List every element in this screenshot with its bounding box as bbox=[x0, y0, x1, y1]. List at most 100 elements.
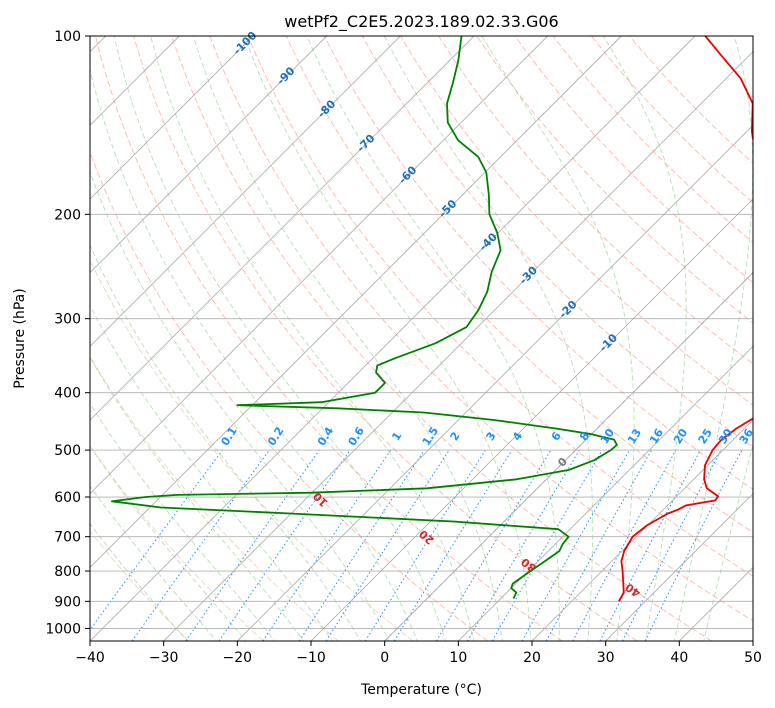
mixing-ratio-label: 1.5 bbox=[420, 425, 441, 448]
mixing-ratio-label: 3 bbox=[484, 430, 499, 443]
mixing-ratio-label: 2 bbox=[448, 430, 463, 443]
isotherm-line bbox=[90, 36, 401, 347]
plot-frame bbox=[89, 35, 754, 642]
moist-adiabat-line bbox=[90, 356, 305, 641]
sounding-series bbox=[111, 36, 753, 602]
isotherm-line bbox=[237, 124, 753, 641]
mixing-ratio-line bbox=[572, 449, 677, 641]
moist-adiabat-line bbox=[243, 36, 532, 641]
x-tick-label: −20 bbox=[223, 650, 253, 666]
dry-adiabat-line bbox=[514, 36, 753, 284]
dry-adiabat-label: 30 bbox=[518, 555, 538, 575]
freezing-isotherm-line bbox=[384, 272, 753, 641]
mixing-ratio-label: 4 bbox=[510, 429, 525, 443]
isotherm-line bbox=[90, 36, 696, 641]
dry-adiabat-line bbox=[90, 355, 339, 641]
moist-adiabat-line bbox=[90, 402, 276, 641]
x-tick-label: 10 bbox=[449, 650, 467, 666]
x-axis-ticks: −40 −30 −20 −10 0 10 20 30 40 50 bbox=[75, 641, 762, 666]
y-tick-label: 900 bbox=[54, 594, 81, 610]
mixing-ratio-line bbox=[599, 449, 701, 641]
dry-adiabat-line bbox=[247, 36, 753, 577]
moist-adiabat-line bbox=[113, 36, 447, 641]
y-tick-label: 200 bbox=[54, 207, 81, 223]
moist-adiabat-line bbox=[90, 244, 362, 641]
y-axis-label: Pressure (hPa) bbox=[12, 288, 28, 388]
x-axis-label: Temperature (°C) bbox=[360, 682, 482, 698]
isotherm-line bbox=[310, 198, 753, 641]
x-tick-label: −10 bbox=[296, 650, 326, 666]
mixing-ratio-label: 10 bbox=[598, 426, 617, 446]
isotherm-line bbox=[458, 345, 753, 641]
x-tick-label: 20 bbox=[523, 650, 541, 666]
isotherm-line bbox=[679, 566, 753, 641]
isotherm-label: -10 bbox=[597, 331, 620, 354]
mixing-ratio-line bbox=[545, 449, 653, 641]
isotherm-line bbox=[90, 36, 327, 274]
isotherm-line bbox=[163, 51, 753, 641]
x-tick-label: −30 bbox=[149, 650, 179, 666]
y-tick-label: 400 bbox=[54, 386, 81, 402]
moist-adiabat-line bbox=[306, 36, 560, 641]
isotherm-label: -20 bbox=[556, 298, 579, 321]
dewpoint-line bbox=[111, 36, 618, 599]
mixing-ratio-label: 8 bbox=[577, 430, 592, 443]
mixing-ratio-label: 6 bbox=[549, 429, 564, 443]
isotherm-line bbox=[605, 493, 753, 641]
isotherm-label: 0 bbox=[555, 455, 570, 470]
isotherm-line bbox=[752, 640, 753, 641]
mixing-ratio-label: 13 bbox=[625, 426, 644, 446]
dry-adiabat-line bbox=[133, 36, 638, 641]
dry-adiabat-line bbox=[171, 36, 712, 641]
isotherm-line bbox=[531, 419, 753, 641]
mixing-ratio-line bbox=[185, 449, 320, 641]
moist-adiabat-line bbox=[90, 170, 390, 641]
isotherm-lines bbox=[90, 36, 753, 641]
dry-adiabat-line bbox=[95, 36, 563, 641]
mixing-ratio-line bbox=[298, 449, 425, 641]
dry-adiabat-line bbox=[323, 36, 753, 490]
dry-adiabat-line bbox=[90, 150, 488, 641]
chart-title: wetPf2_C2E5.2023.189.02.33.G06 bbox=[284, 12, 558, 32]
dry-adiabat-line bbox=[438, 36, 753, 365]
moist-adiabat-line bbox=[90, 523, 188, 641]
y-tick-label: 700 bbox=[54, 530, 81, 546]
isotherm-label: -80 bbox=[315, 97, 338, 120]
x-tick-label: 0 bbox=[380, 650, 389, 666]
temperature-line bbox=[618, 36, 753, 602]
isotherm-label: -90 bbox=[274, 64, 297, 87]
moist-adiabat-line bbox=[90, 445, 247, 641]
y-tick-label: 600 bbox=[54, 490, 81, 506]
dry-adiabat-line bbox=[552, 36, 753, 244]
mixing-ratio-label: 0.2 bbox=[265, 425, 286, 448]
isotherm-line bbox=[90, 36, 254, 200]
dry-adiabat-line bbox=[90, 259, 414, 641]
x-tick-label: 30 bbox=[597, 650, 615, 666]
mixing-ratio-lines bbox=[90, 449, 743, 641]
mixing-ratio-label: 1 bbox=[389, 430, 404, 443]
mixing-ratio-label: 16 bbox=[647, 426, 666, 446]
mixing-ratio-line bbox=[521, 449, 630, 641]
isotherm-line bbox=[90, 36, 475, 421]
mixing-ratio-line bbox=[131, 449, 270, 641]
dry-adiabat-line bbox=[90, 445, 264, 641]
y-tick-label: 800 bbox=[54, 564, 81, 580]
y-tick-label: 500 bbox=[54, 443, 81, 459]
x-tick-label: −40 bbox=[75, 650, 105, 666]
y-tick-label: 1000 bbox=[45, 621, 81, 637]
dry-adiabat-line bbox=[590, 36, 753, 204]
mixing-ratio-line bbox=[393, 449, 513, 641]
dry-adiabat-line bbox=[400, 36, 753, 406]
moist-adiabat-line bbox=[90, 485, 218, 641]
mixing-ratio-line bbox=[644, 449, 743, 641]
y-tick-label: 100 bbox=[54, 29, 81, 45]
dry-adiabat-label: 40 bbox=[623, 580, 643, 600]
isotherm-label: -50 bbox=[436, 197, 459, 220]
mixing-ratio-line bbox=[325, 449, 450, 641]
moist-adiabat-line bbox=[90, 304, 333, 641]
y-tick-label: 300 bbox=[54, 312, 81, 328]
dry-adiabat-line bbox=[285, 36, 753, 533]
mixing-ratio-line bbox=[262, 449, 392, 641]
x-tick-label: 40 bbox=[670, 650, 688, 666]
